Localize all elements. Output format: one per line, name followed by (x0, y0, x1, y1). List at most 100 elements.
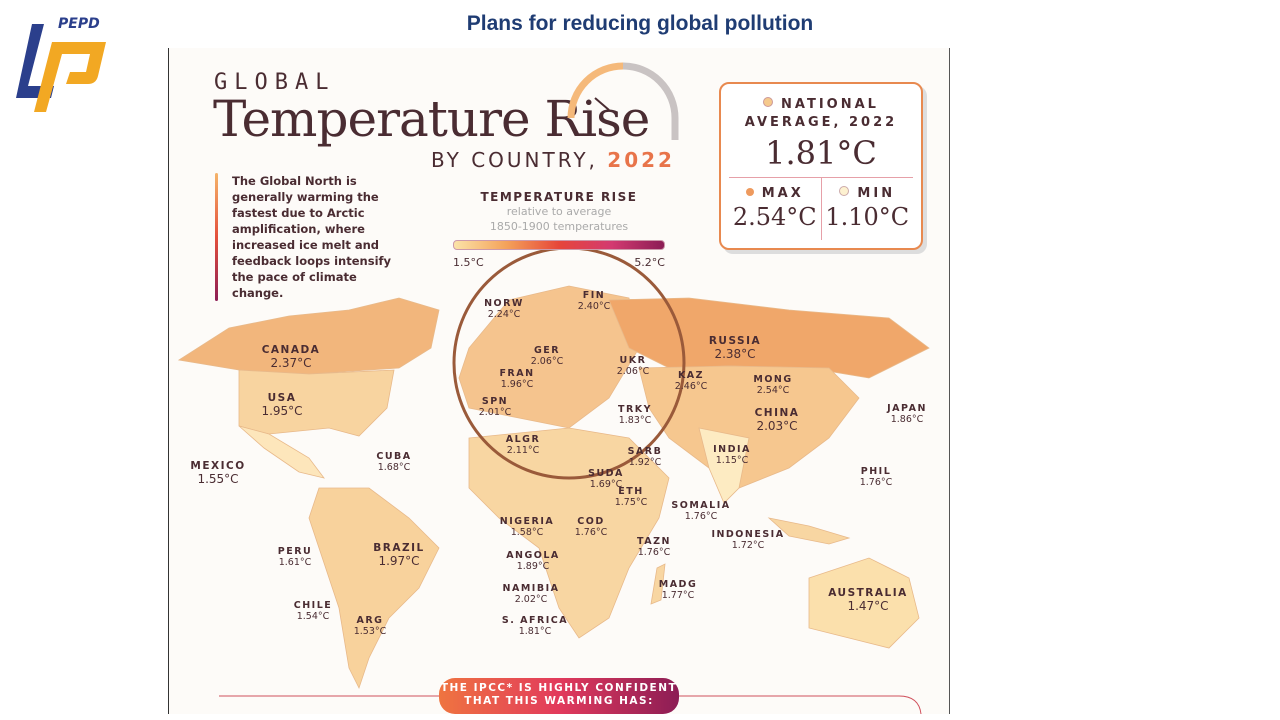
country-name: ALGR (505, 434, 541, 445)
country-name: TRKY (617, 404, 653, 415)
infographic-subtitle: BY COUNTRY, 2022 (431, 148, 675, 172)
country-label: MEXICO 1.55°C (190, 460, 245, 486)
subtitle-prefix: BY COUNTRY, (431, 148, 598, 172)
country-name: INDIA (713, 444, 751, 455)
country-name: AUSTRALIA (828, 587, 908, 599)
country-label: GER 2.06°C (531, 345, 564, 367)
country-label: USA 1.95°C (261, 392, 302, 418)
country-value: 2.06°C (530, 356, 564, 367)
madagascar-shape (650, 563, 666, 605)
country-name: CHINA (754, 407, 800, 419)
legend-title: TEMPERATURE RISE (480, 190, 638, 204)
country-name: FIN (582, 290, 606, 301)
country-label: RUSSIA 2.38°C (709, 335, 761, 361)
slide-title: Plans for reducing global pollution (466, 12, 814, 35)
legend-min: 1.5°C (453, 256, 484, 269)
min-label: MIN (857, 186, 896, 201)
africa-shape (468, 427, 670, 639)
country-label: UKR 2.06°C (617, 355, 650, 377)
country-name: PHIL (860, 466, 892, 477)
country-name: JAPAN (887, 403, 927, 414)
country-value: 2.01°C (478, 407, 512, 418)
kicker: GLOBAL (214, 70, 336, 95)
country-name: NORW (484, 298, 524, 309)
country-value: 1.81°C (518, 626, 552, 637)
country-label: CHILE 1.54°C (294, 600, 333, 622)
country-label: PHIL 1.76°C (860, 466, 893, 488)
country-name: SUDA (588, 468, 624, 479)
country-value: 1.15°C (715, 455, 749, 466)
country-name: FRAN (499, 368, 535, 379)
country-value: 1.58°C (510, 527, 544, 538)
country-name: GER (533, 345, 561, 356)
country-name: MONG (753, 374, 793, 385)
subtitle-year: 2022 (607, 148, 675, 172)
country-name: CHILE (293, 600, 333, 611)
blurb: The Global North is generally warming th… (215, 173, 412, 301)
country-name: SARB (627, 446, 663, 457)
country-label: MONG 2.54°C (753, 374, 792, 396)
country-name: CUBA (376, 451, 412, 462)
country-value: 1.77°C (661, 590, 695, 601)
country-label: BRAZIL 1.97°C (373, 542, 424, 568)
russia-shape (608, 297, 930, 379)
country-name: TAZN (637, 536, 671, 547)
country-name: S. AFRICA (501, 615, 569, 626)
country-label: SPN 2.01°C (479, 396, 512, 418)
country-name: COD (577, 516, 605, 527)
europe-shape (458, 285, 640, 429)
country-label: NIGERIA 1.58°C (500, 516, 554, 538)
max-dot-icon (745, 188, 754, 196)
country-name: PERU (277, 546, 313, 557)
ipcc-banner: THE IPCC* IS HIGHLY CONFIDENT THAT THIS W… (439, 678, 679, 714)
country-name: BRAZIL (373, 542, 425, 554)
country-label: ETH 1.75°C (615, 486, 648, 508)
banner-line1b: HIGHLY CONFIDENT (538, 682, 678, 694)
country-label: FRAN 1.96°C (499, 368, 534, 390)
country-value: 1.55°C (197, 472, 239, 486)
asia-shape (638, 365, 860, 489)
mexico-shape (238, 425, 325, 479)
average-dot-icon (763, 97, 774, 107)
country-name: USA (267, 392, 297, 404)
country-label: NAMIBIA 2.02°C (503, 583, 560, 605)
legend-sub1: relative to average (506, 205, 612, 218)
country-label: ALGR 2.11°C (506, 434, 541, 456)
country-value: 1.69°C (589, 479, 623, 490)
country-name: MEXICO (190, 460, 246, 472)
country-label: MADG 1.77°C (659, 579, 698, 601)
country-label: TRKY 1.83°C (618, 404, 652, 426)
svg-text:PEPD: PEPD (58, 16, 100, 32)
country-value: 2.37°C (270, 356, 312, 370)
country-value: 1.76°C (859, 477, 893, 488)
country-name: UKR (619, 355, 647, 366)
legend-gradient-bar (453, 240, 665, 250)
india-shape (698, 427, 750, 504)
summary-box: NATIONAL AVERAGE, 2022 1.81°C MAX 2.54°C M… (719, 82, 923, 250)
avg-value: 1.81°C (765, 134, 877, 172)
infographic: GLOBAL Temperature Rise BY COUNTRY, 2022… (168, 48, 950, 714)
country-label: AUSTRALIA 1.47°C (828, 587, 908, 613)
country-value: 2.38°C (714, 347, 756, 361)
country-value: 2.06°C (616, 366, 650, 377)
country-value: 1.95°C (261, 404, 303, 418)
country-label: NORW 2.24°C (484, 298, 524, 320)
country-label: SUDA 1.69°C (588, 468, 624, 490)
country-value: 1.53°C (353, 626, 387, 637)
country-label: SARB 1.92°C (628, 446, 663, 468)
country-label: KAZ 2.46°C (675, 370, 708, 392)
country-value: 1.54°C (296, 611, 330, 622)
avg-label-2: AVERAGE, 2022 (744, 115, 898, 130)
gauge-icon (567, 62, 679, 140)
bottom-frame-line (219, 695, 922, 714)
australia-shape (808, 557, 920, 649)
country-name: NAMIBIA (502, 583, 560, 594)
country-value: 1.75°C (614, 497, 648, 508)
country-label: INDIA 1.15°C (713, 444, 751, 466)
country-name: MADG (658, 579, 698, 590)
country-label: CHINA 2.03°C (755, 407, 800, 433)
country-label: FIN 2.40°C (578, 290, 611, 312)
country-value: 1.92°C (628, 457, 662, 468)
country-value: 2.03°C (756, 419, 798, 433)
country-value: 1.68°C (377, 462, 411, 473)
